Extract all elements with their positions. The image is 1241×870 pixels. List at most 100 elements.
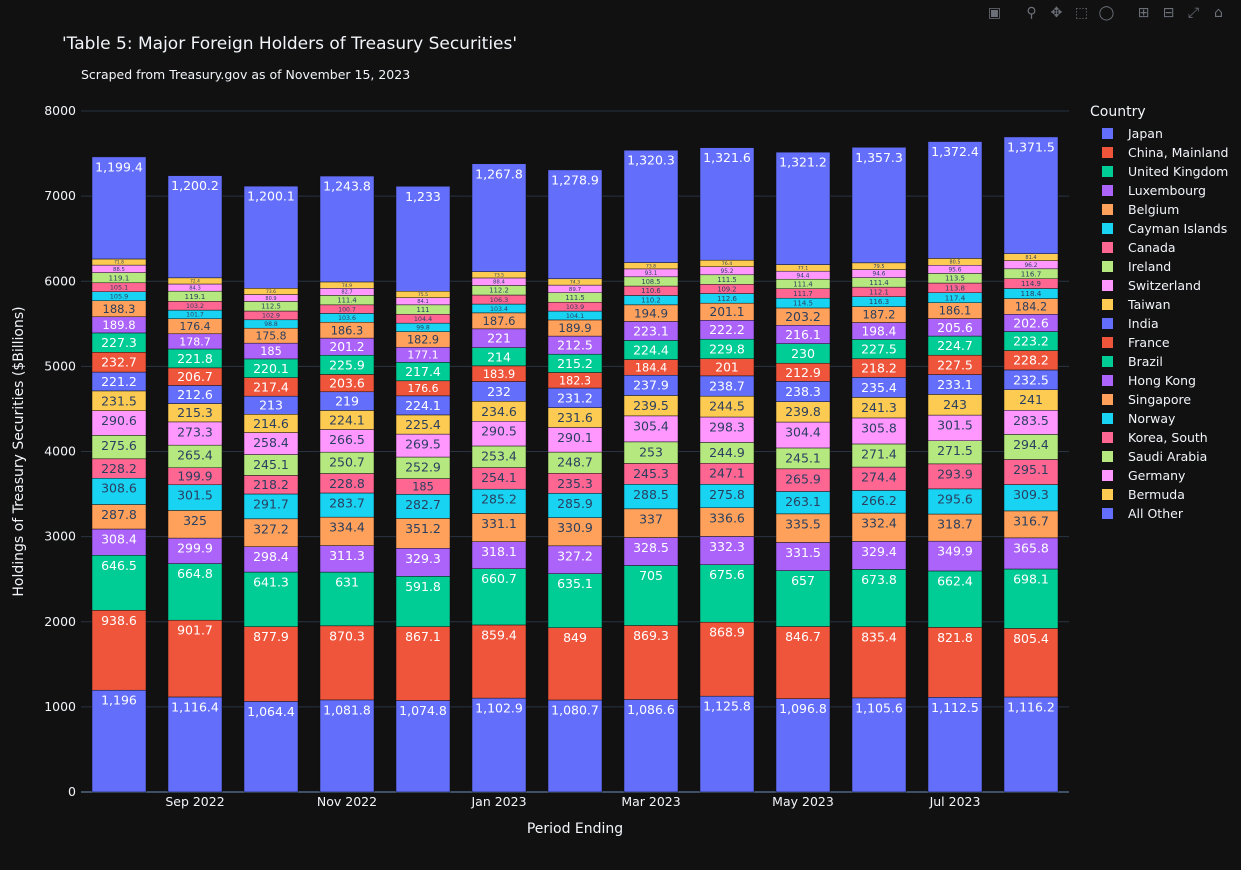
bar-luxembourg[interactable]: [699, 536, 755, 565]
zoom-icon[interactable]: ⚲: [1026, 5, 1037, 21]
legend-item-hong-kong[interactable]: Hong Kong: [1090, 371, 1228, 390]
camera-icon[interactable]: ▣: [987, 5, 1002, 21]
zoom-in-icon[interactable]: ⊞: [1137, 5, 1150, 21]
bar-all-other[interactable]: [91, 156, 147, 260]
bar-china-mainland[interactable]: [547, 627, 603, 701]
bar-japan[interactable]: [319, 699, 375, 793]
bar-all-other[interactable]: [395, 186, 451, 292]
bar-cayman-islands[interactable]: [395, 494, 451, 519]
legend-item-belgium[interactable]: Belgium: [1090, 200, 1228, 219]
bar-all-other[interactable]: [319, 175, 375, 283]
bar-china-mainland[interactable]: [1003, 628, 1059, 698]
pan-icon[interactable]: ✥: [1050, 5, 1063, 21]
bar-all-other[interactable]: [547, 169, 603, 280]
bar-united-kingdom[interactable]: [775, 570, 831, 627]
bar-japan[interactable]: [851, 697, 907, 793]
bar-canada[interactable]: [927, 463, 983, 490]
bar-united-kingdom[interactable]: [623, 565, 679, 626]
bar-china-mainland[interactable]: [927, 627, 983, 698]
bar-luxembourg[interactable]: [471, 541, 527, 569]
bar-china-mainland[interactable]: [91, 610, 147, 691]
bar-japan[interactable]: [243, 701, 299, 793]
bar-belgium[interactable]: [775, 513, 831, 543]
bar-belgium[interactable]: [167, 510, 223, 539]
legend-item-switzerland[interactable]: Switzerland: [1090, 276, 1228, 295]
bar-china-mainland[interactable]: [699, 621, 755, 697]
bar-belgium[interactable]: [1003, 510, 1059, 539]
bar-united-kingdom[interactable]: [927, 570, 983, 628]
reset-axes-icon[interactable]: ⌂: [1214, 5, 1223, 21]
bar-japan[interactable]: [91, 689, 147, 793]
bar-united-kingdom[interactable]: [471, 568, 527, 626]
bar-japan[interactable]: [699, 695, 755, 793]
bar-luxembourg[interactable]: [547, 545, 603, 574]
bar-switzerland[interactable]: [471, 420, 527, 447]
bar-belgium[interactable]: [319, 516, 375, 546]
bar-all-other[interactable]: [699, 147, 755, 261]
bar-japan[interactable]: [927, 697, 983, 793]
bar-luxembourg[interactable]: [319, 545, 375, 573]
bar-china-mainland[interactable]: [243, 626, 299, 702]
zoom-out-icon[interactable]: ⊟: [1162, 5, 1175, 21]
legend-item-norway[interactable]: Norway: [1090, 409, 1228, 428]
bar-belgium[interactable]: [927, 513, 983, 542]
bar-belgium[interactable]: [699, 507, 755, 537]
bar-switzerland[interactable]: [623, 415, 679, 443]
legend-item-india[interactable]: India: [1090, 314, 1228, 333]
bar-ireland[interactable]: [1003, 434, 1059, 460]
box-select-icon[interactable]: ⬚: [1074, 5, 1089, 21]
bar-all-other[interactable]: [623, 149, 679, 263]
bar-china-mainland[interactable]: [623, 625, 679, 700]
bar-china-mainland[interactable]: [167, 619, 223, 698]
bar-china-mainland[interactable]: [395, 626, 451, 701]
bar-united-kingdom[interactable]: [243, 571, 299, 627]
legend-item-singapore[interactable]: Singapore: [1090, 390, 1228, 409]
bar-china-mainland[interactable]: [775, 626, 831, 699]
bar-japan[interactable]: [623, 699, 679, 793]
legend-item-all-other[interactable]: All Other: [1090, 504, 1228, 523]
legend-item-bermuda[interactable]: Bermuda: [1090, 485, 1228, 504]
bar-switzerland[interactable]: [699, 416, 755, 443]
legend-item-china-mainland[interactable]: China, Mainland: [1090, 143, 1228, 162]
bar-japan[interactable]: [775, 698, 831, 793]
legend-item-france[interactable]: France: [1090, 333, 1228, 352]
bar-luxembourg[interactable]: [851, 541, 907, 570]
bar-united-kingdom[interactable]: [167, 563, 223, 621]
legend-item-brazil[interactable]: Brazil: [1090, 352, 1228, 371]
bar-united-kingdom[interactable]: [1003, 568, 1059, 629]
bar-united-kingdom[interactable]: [851, 569, 907, 628]
bar-japan[interactable]: [167, 696, 223, 793]
bar-luxembourg[interactable]: [775, 542, 831, 571]
bar-united-kingdom[interactable]: [395, 576, 451, 627]
bar-all-other[interactable]: [775, 151, 831, 265]
bar-all-other[interactable]: [927, 141, 983, 259]
bar-luxembourg[interactable]: [1003, 537, 1059, 570]
bar-japan[interactable]: [547, 699, 603, 793]
legend-item-japan[interactable]: Japan: [1090, 124, 1228, 143]
bar-belgium[interactable]: [547, 517, 603, 547]
bar-all-other[interactable]: [851, 147, 907, 264]
bar-belgium[interactable]: [623, 508, 679, 538]
legend-item-luxembourg[interactable]: Luxembourg: [1090, 181, 1228, 200]
bar-belgium[interactable]: [243, 518, 299, 547]
bar-united-kingdom[interactable]: [699, 564, 755, 623]
bar-cayman-islands[interactable]: [319, 492, 375, 518]
bar-luxembourg[interactable]: [91, 528, 147, 556]
bar-belgium[interactable]: [91, 504, 147, 530]
legend-item-canada[interactable]: Canada: [1090, 238, 1228, 257]
bar-all-other[interactable]: [471, 163, 527, 272]
bar-cayman-islands[interactable]: [167, 484, 223, 511]
legend-item-cayman-islands[interactable]: Cayman Islands: [1090, 219, 1228, 238]
bar-united-kingdom[interactable]: [91, 555, 147, 611]
bar-luxembourg[interactable]: [927, 540, 983, 572]
bar-cayman-islands[interactable]: [547, 493, 603, 518]
legend-item-korea-south[interactable]: Korea, South: [1090, 428, 1228, 447]
bar-china-mainland[interactable]: [851, 626, 907, 699]
bar-china-mainland[interactable]: [471, 624, 527, 699]
bar-luxembourg[interactable]: [395, 548, 451, 577]
bar-luxembourg[interactable]: [243, 546, 299, 573]
bar-united-kingdom[interactable]: [319, 571, 375, 627]
legend-item-taiwan[interactable]: Taiwan: [1090, 295, 1228, 314]
legend-item-united-kingdom[interactable]: United Kingdom: [1090, 162, 1228, 181]
bar-cayman-islands[interactable]: [927, 488, 983, 515]
